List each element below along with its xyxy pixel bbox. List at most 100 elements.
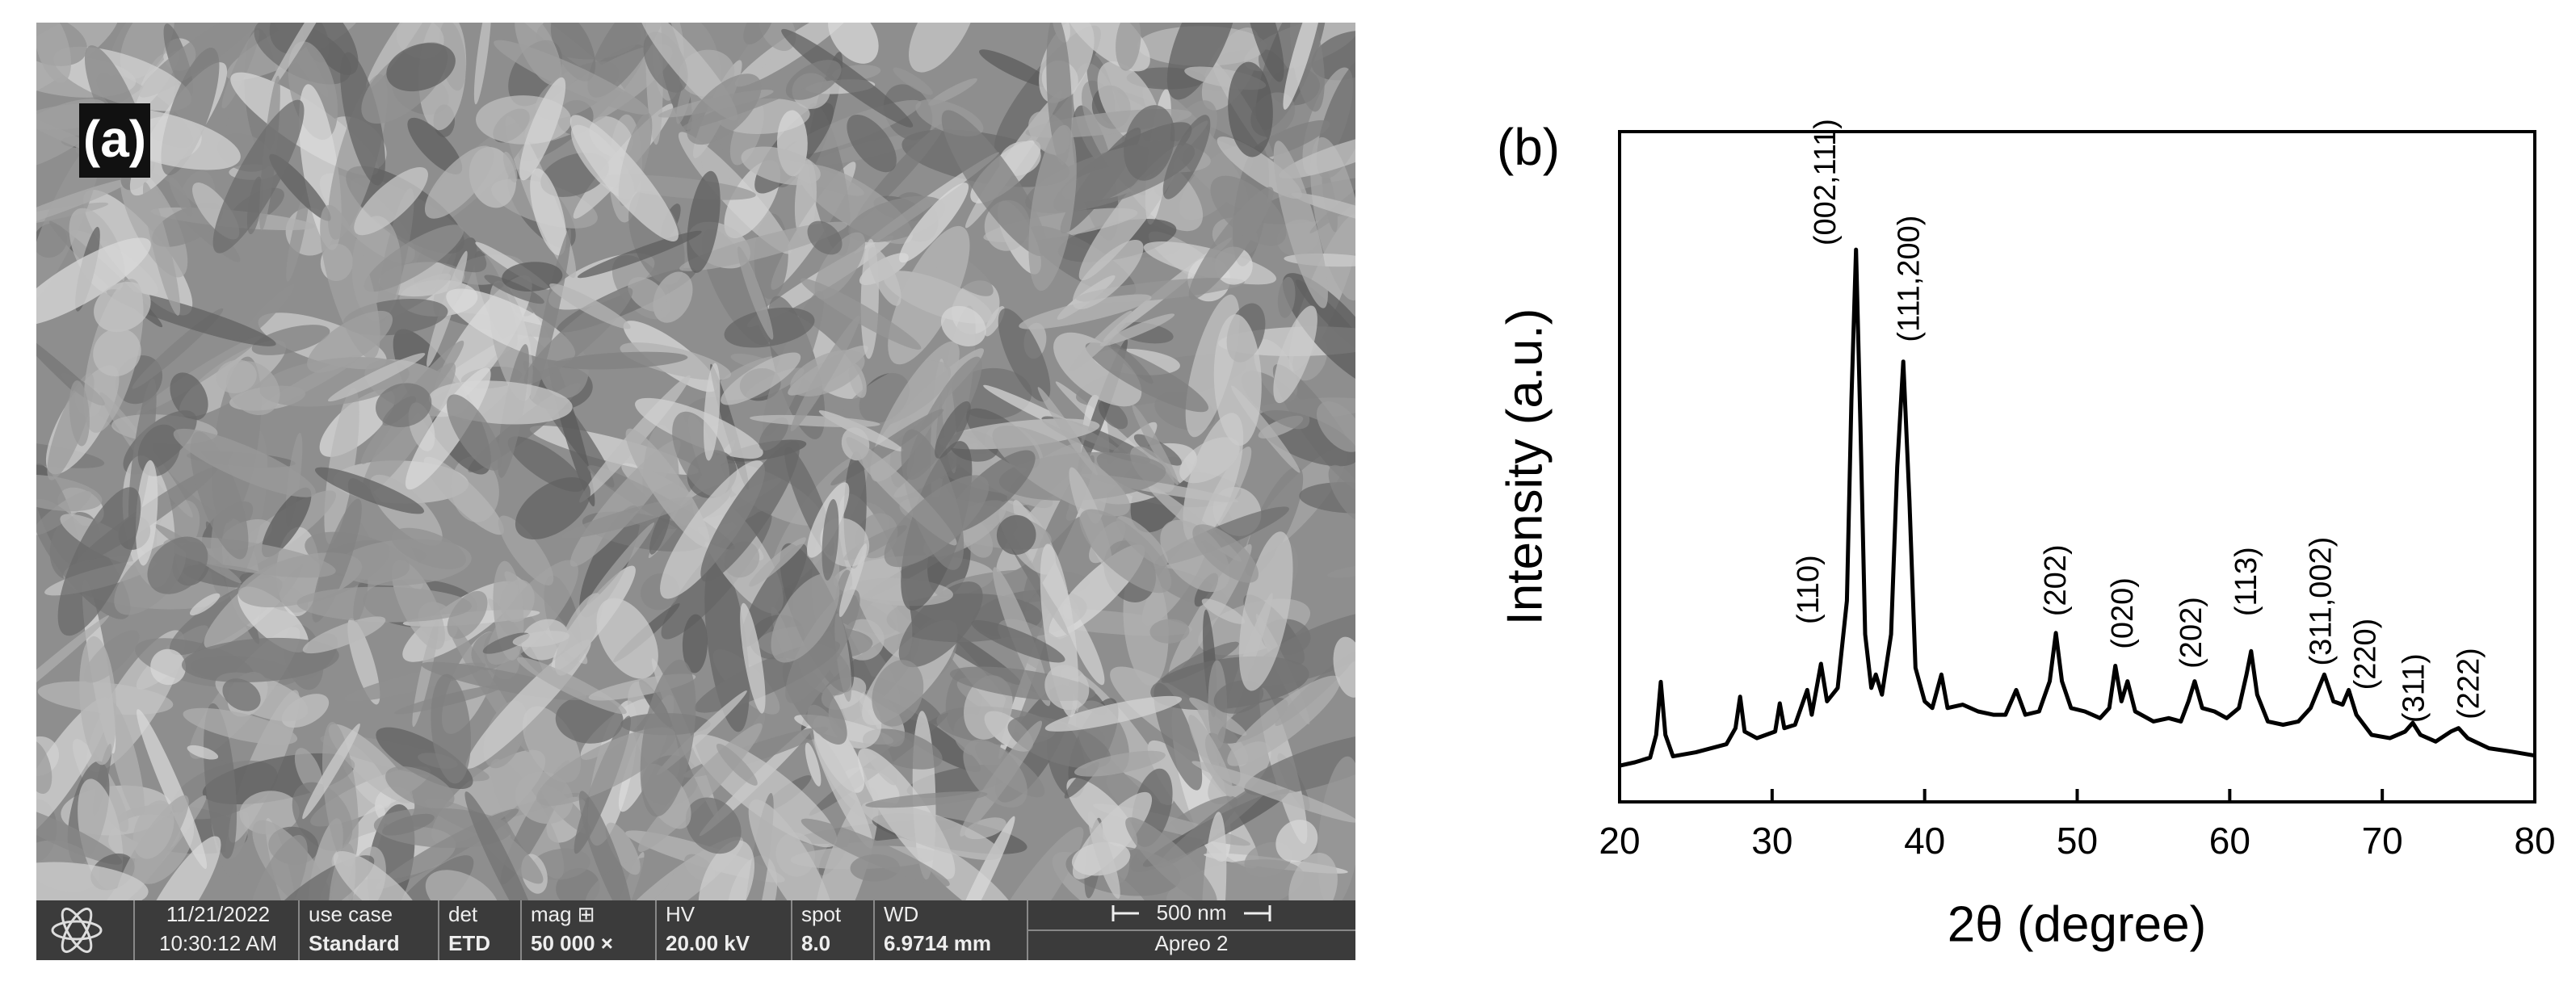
peak-label: (220): [2348, 619, 2382, 690]
flake: [698, 840, 755, 900]
flake: [998, 141, 1041, 176]
x-tick-label: 30: [1751, 820, 1792, 862]
x-axis-label: 2θ (degree): [1948, 896, 2207, 952]
flake: [1116, 23, 1141, 71]
flake: [36, 802, 123, 865]
y-axis-label: Intensity (a.u.): [1497, 308, 1553, 626]
flake: [473, 23, 492, 105]
flake: [314, 467, 425, 514]
info-value: 10:30:12 AM: [159, 931, 277, 955]
flake: [704, 363, 721, 461]
flake: [327, 353, 426, 402]
flake: [498, 515, 554, 585]
flake: [222, 678, 261, 711]
flake: [612, 837, 744, 900]
flake: [872, 660, 924, 727]
flake: [1162, 115, 1211, 199]
flake: [135, 459, 158, 566]
flake: [1333, 636, 1355, 698]
peak-label: (020): [2106, 577, 2140, 649]
flake: [385, 766, 455, 809]
flake: [340, 52, 385, 186]
flake: [749, 414, 880, 428]
flake: [884, 475, 990, 568]
flake: [743, 23, 775, 45]
flake: [1053, 332, 1142, 407]
flake: [320, 204, 380, 359]
x-tick-label: 60: [2209, 820, 2250, 862]
flake: [578, 791, 632, 900]
flake: [801, 818, 950, 887]
flake: [173, 428, 316, 497]
flake: [302, 723, 360, 820]
flake: [216, 359, 257, 394]
flake: [685, 797, 742, 854]
flake: [740, 543, 808, 648]
flake: [79, 636, 117, 766]
flake: [1316, 401, 1355, 452]
flake: [1192, 524, 1259, 583]
flake: [1044, 695, 1183, 732]
flake: [302, 616, 386, 654]
flake: [992, 425, 1130, 517]
flake: [838, 543, 868, 618]
flake: [1328, 464, 1355, 523]
flake: [1282, 273, 1355, 388]
flake: [137, 709, 208, 869]
flake: [721, 352, 801, 405]
flake: [1275, 820, 1318, 862]
flake: [1311, 30, 1355, 81]
flake: [1238, 531, 1293, 691]
flake: [190, 593, 221, 616]
flake: [1149, 619, 1190, 644]
scale-bar-label: 500 nm: [1157, 900, 1227, 925]
flake: [781, 28, 914, 128]
panel-label-box: [79, 103, 150, 178]
peak-label: (110): [1792, 555, 1826, 624]
flake: [212, 99, 305, 254]
flake: [553, 351, 688, 370]
peak-label: (111,200): [1893, 216, 1927, 342]
atom-icon: [51, 907, 103, 954]
flake: [940, 305, 986, 346]
flake: [941, 110, 1048, 257]
flake: [1028, 124, 1077, 292]
flake: [1183, 413, 1244, 544]
flake: [586, 522, 655, 605]
info-label: HV: [666, 902, 695, 926]
flake: [759, 417, 789, 451]
flake: [425, 870, 500, 900]
x-tick-label: 80: [2514, 820, 2555, 862]
flake: [1085, 342, 1209, 413]
flake: [503, 151, 518, 183]
flake: [391, 527, 466, 569]
peak-label: (202): [2175, 597, 2208, 669]
flake: [246, 835, 308, 900]
flake: [587, 23, 668, 98]
flake: [687, 170, 721, 273]
flake: [1191, 761, 1355, 823]
flake: [1069, 310, 1133, 371]
flake: [1327, 564, 1355, 578]
info-label: det: [448, 902, 478, 926]
x-tick-label: 70: [2362, 820, 2403, 862]
flake: [682, 614, 708, 673]
flake: [515, 476, 591, 539]
scale-bar-gap: [1139, 903, 1244, 925]
flake: [333, 850, 422, 900]
flake: [138, 23, 266, 98]
flake: [93, 328, 141, 377]
flake: [447, 394, 502, 471]
info-columns: 11/21/2022 10:30:12 AM use case Standard det…: [133, 900, 1355, 960]
flake: [381, 813, 435, 836]
peak-label: (202): [2039, 544, 2073, 616]
flake: [499, 579, 535, 623]
flake: [36, 23, 71, 83]
flake: [1019, 294, 1152, 329]
flake: [239, 283, 295, 342]
flake: [561, 497, 696, 539]
flake: [771, 573, 840, 663]
flake: [1247, 609, 1355, 686]
flake: [135, 836, 221, 900]
info-value: 6.9714 mm: [884, 931, 991, 955]
